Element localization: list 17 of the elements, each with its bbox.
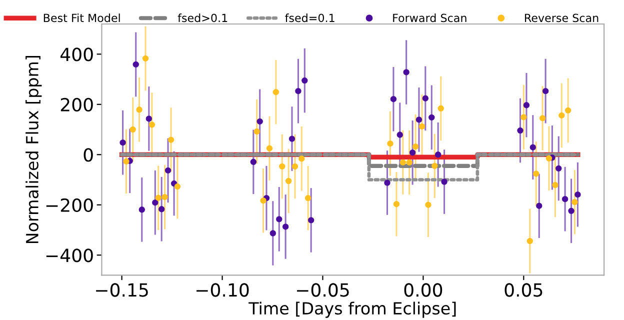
- x-tick-label: −0.10: [196, 283, 249, 297]
- y-axis-title: Normalized Flux [ppm]: [26, 56, 42, 244]
- x-tick-label: 0.00: [404, 283, 442, 297]
- legend-label: Reverse Scan: [525, 14, 598, 22]
- x-tick-label: 0.05: [504, 283, 542, 297]
- y-tick-label: 200: [60, 98, 93, 112]
- x-tick-label: −0.15: [96, 283, 148, 297]
- y-tick-label: −200: [46, 198, 93, 212]
- x-axis-title: Time [Days from Eclipse]: [248, 302, 456, 318]
- y-tick-label: −400: [46, 248, 93, 262]
- y-tick-label: 400: [60, 48, 93, 62]
- x-tick-label: −0.05: [296, 283, 349, 297]
- legend-label: Forward Scan: [393, 14, 466, 22]
- legend-label: fsed>0.1: [178, 14, 228, 22]
- legend-label: fsed=0.1: [285, 14, 334, 22]
- legend-label: Best Fit Model: [44, 14, 120, 22]
- y-tick-label: 0: [84, 148, 93, 162]
